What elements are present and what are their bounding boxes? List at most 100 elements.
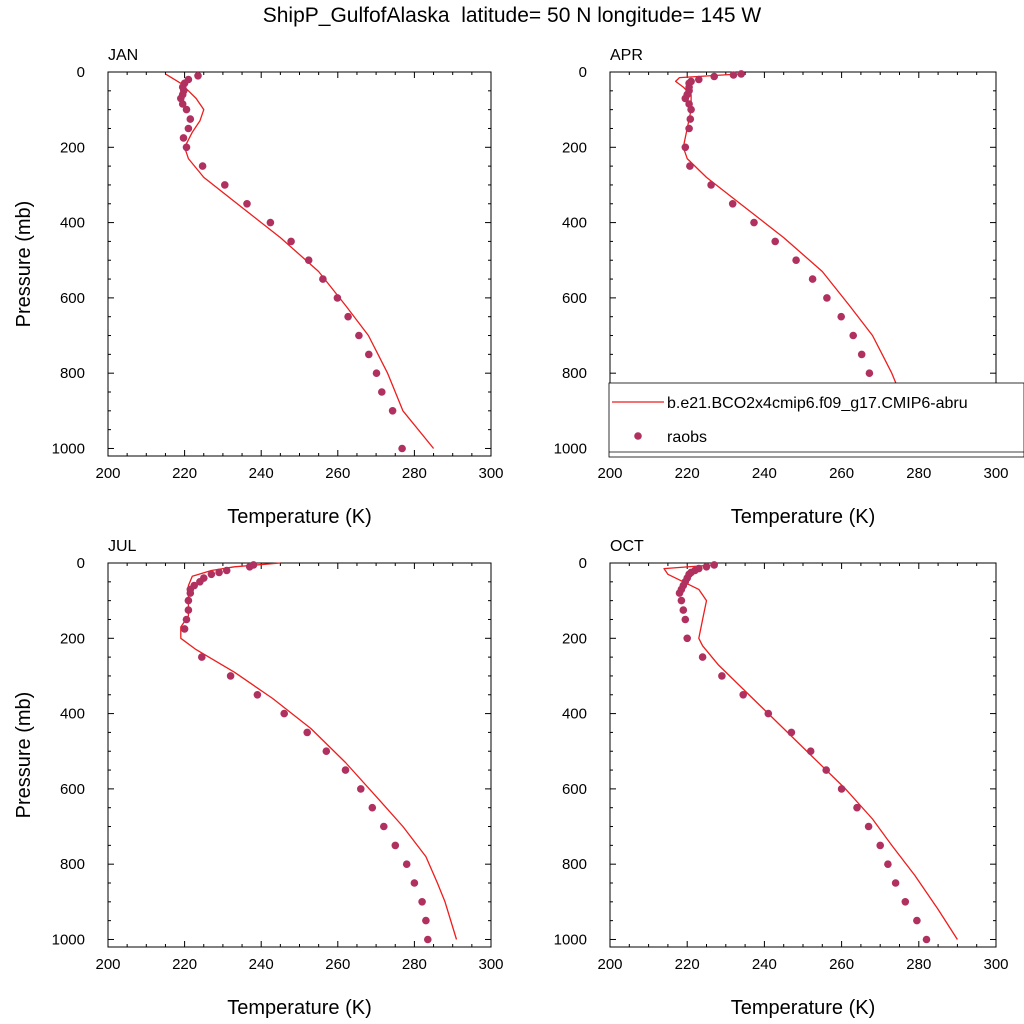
raobs-point <box>702 563 711 571</box>
raobs-point <box>913 916 921 925</box>
raobs-point <box>402 860 411 868</box>
panel-title: JUL <box>108 538 137 555</box>
raobs-point <box>287 237 295 246</box>
plot-panel-oct: 200 220 240 260 280 300 0 200 400 600 800 1000 OCT Te… <box>554 538 1009 1019</box>
raobs-point <box>207 570 216 579</box>
raobs-point <box>792 256 800 265</box>
x-tick-label: 220 <box>675 956 700 973</box>
legend-box <box>608 382 1024 458</box>
figure-title: ShipP_GulfofAlaska latitude= 50 N longit… <box>262 4 762 27</box>
raobs-point <box>806 747 815 755</box>
raobs-point <box>184 124 193 133</box>
x-axis-title: Temperature (K) <box>227 506 372 528</box>
raobs-point <box>808 275 817 283</box>
raobs-point <box>422 916 430 925</box>
raobs-point <box>686 115 695 123</box>
raobs-point <box>686 162 694 170</box>
raobs-point <box>681 94 690 103</box>
raobs-point <box>424 935 432 944</box>
x-tick-label: 240 <box>249 956 274 973</box>
x-tick-label: 300 <box>478 956 503 973</box>
x-tick-label: 300 <box>983 956 1008 973</box>
raobs-point <box>398 444 406 453</box>
raobs-point <box>737 70 745 78</box>
raobs-point <box>728 200 737 208</box>
plot-frame <box>107 562 492 948</box>
plot-panel-jul: 200 220 240 260 280 300 0 200 400 600 800 1000 JUL Te… <box>13 538 504 1019</box>
raobs-point <box>901 898 910 906</box>
panel-title: APR <box>610 47 643 64</box>
raobs-point <box>410 879 419 887</box>
y-tick-label: 0 <box>77 64 85 81</box>
plot-frame <box>609 562 997 948</box>
raobs-point <box>182 105 191 114</box>
y-tick-label: 0 <box>77 555 85 572</box>
raobs-point <box>729 71 738 79</box>
y-tick-label: 800 <box>562 365 587 382</box>
raobs-point <box>388 407 397 415</box>
y-tick-label: 800 <box>562 856 587 873</box>
raobs-point <box>710 561 718 569</box>
y-tick-label: 600 <box>562 781 587 798</box>
y-tick-label: 200 <box>562 630 587 647</box>
x-tick-label: 280 <box>402 956 427 973</box>
raobs-point <box>764 709 773 718</box>
raobs-point <box>675 589 684 597</box>
x-tick-label: 300 <box>983 465 1008 482</box>
raobs-point <box>857 350 866 359</box>
raobs-point <box>355 331 363 340</box>
y-tick-label: 200 <box>60 139 85 156</box>
raobs-point <box>243 200 251 208</box>
x-tick-label: 240 <box>752 465 777 482</box>
model-profile-line <box>674 73 939 449</box>
raobs-point <box>186 115 195 123</box>
raobs-point <box>253 691 262 699</box>
y-tick-label: 1000 <box>554 931 587 948</box>
x-tick-label: 220 <box>675 465 700 482</box>
raobs-point <box>178 100 187 108</box>
y-tick-label: 400 <box>562 706 587 723</box>
raobs-point <box>184 596 193 605</box>
legend-raobs-label: raobs <box>667 429 707 446</box>
plot-frame <box>107 71 492 457</box>
raobs-point <box>182 615 191 624</box>
x-axis-title: Temperature (K) <box>731 997 876 1019</box>
y-tick-label: 1000 <box>554 440 587 457</box>
panel-title: JAN <box>108 47 138 64</box>
x-tick-label: 260 <box>829 465 854 482</box>
raobs-point <box>823 294 831 302</box>
raobs-point <box>266 218 275 227</box>
y-tick-label: 400 <box>60 706 85 723</box>
x-tick-label: 280 <box>906 956 931 973</box>
raobs-point <box>186 589 195 597</box>
y-tick-label: 1000 <box>52 931 85 948</box>
x-axis-title: Temperature (K) <box>731 506 876 528</box>
raobs-point <box>333 294 342 302</box>
raobs-point <box>739 691 747 699</box>
raobs-point <box>876 841 884 850</box>
raobs-point <box>787 728 796 737</box>
raobs-point <box>864 822 873 831</box>
raobs-point <box>837 312 845 321</box>
raobs-point <box>922 935 931 944</box>
x-tick-label: 240 <box>752 956 777 973</box>
x-tick-label: 220 <box>172 465 197 482</box>
raobs-point <box>319 275 327 283</box>
x-tick-label: 220 <box>172 956 197 973</box>
x-tick-label: 300 <box>478 465 503 482</box>
x-tick-label: 200 <box>95 956 120 973</box>
raobs-point <box>198 162 207 170</box>
x-tick-label: 260 <box>325 956 350 973</box>
raobs-point <box>196 578 204 586</box>
raobs-point <box>707 181 715 189</box>
y-tick-label: 200 <box>60 630 85 647</box>
raobs-point <box>215 568 223 577</box>
y-axis-title: Pressure (mb) <box>13 201 35 328</box>
x-tick-label: 280 <box>906 465 931 482</box>
model-profile-line <box>180 562 458 940</box>
raobs-point <box>322 747 331 755</box>
raobs-point <box>184 606 193 614</box>
y-tick-label: 800 <box>60 856 85 873</box>
raobs-point <box>182 143 191 152</box>
